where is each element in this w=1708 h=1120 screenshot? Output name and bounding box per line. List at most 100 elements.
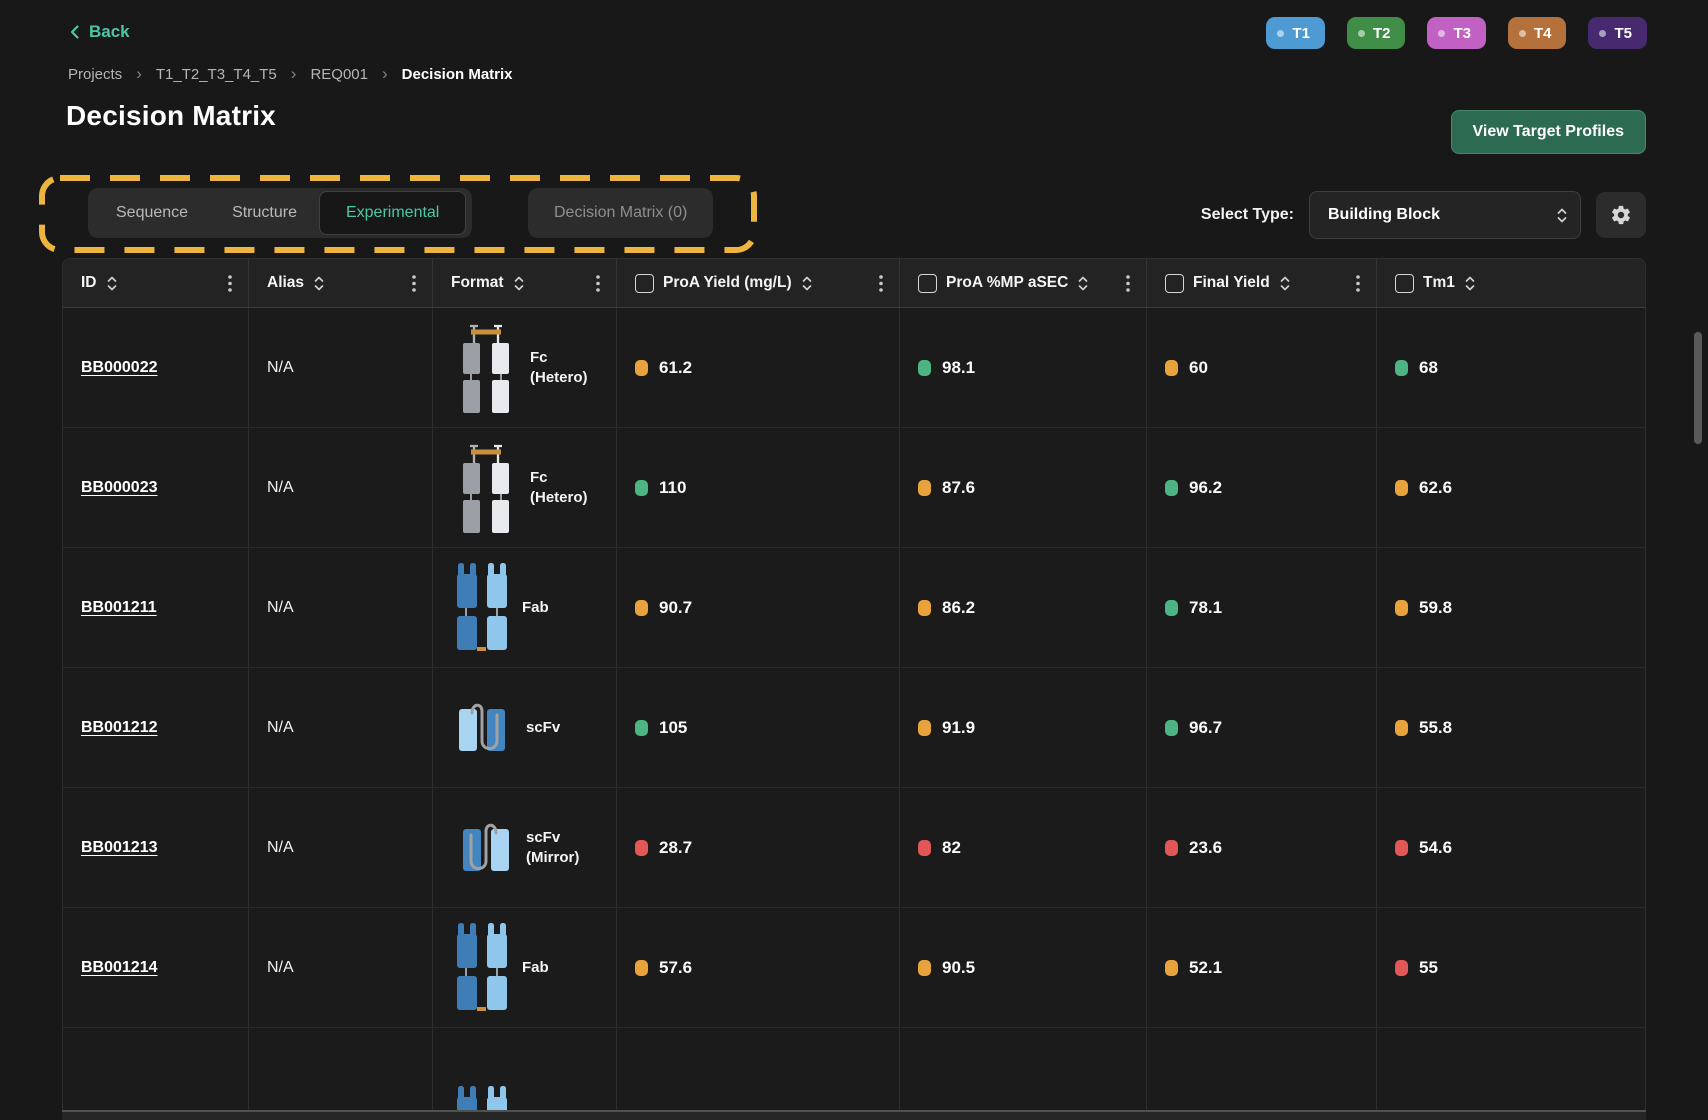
badge-label: T1: [1292, 24, 1310, 42]
chevron-up-down-icon: [1557, 208, 1567, 222]
kebab-icon: [1126, 274, 1130, 292]
breadcrumb-item-projects[interactable]: Projects: [68, 66, 123, 83]
sort-icon[interactable]: [1464, 275, 1476, 292]
metric-value: 87.6: [942, 477, 976, 497]
column-menu-button[interactable]: [875, 272, 887, 295]
sort-icon[interactable]: [801, 275, 813, 292]
vertical-scrollbar-thumb[interactable]: [1694, 332, 1702, 444]
column-menu-button[interactable]: [408, 272, 420, 295]
badge-dot: [1357, 29, 1365, 37]
tab-experimental[interactable]: Experimental: [318, 191, 467, 235]
sort-icon[interactable]: [106, 275, 118, 292]
cell-metric: 68: [1377, 308, 1645, 427]
status-dot: [635, 839, 648, 856]
kebab-icon: [1356, 274, 1360, 292]
id-link[interactable]: BB001213: [81, 838, 158, 856]
cell-format: scFv: [433, 668, 617, 787]
cell-metric: 55: [1377, 908, 1645, 1027]
column-header-proa-mp-asec[interactable]: ProA %MP aSEC: [900, 259, 1147, 307]
breadcrumb-item-t1-t2-t3-t4-t5[interactable]: T1_T2_T3_T4_T5: [155, 66, 277, 83]
target-badge-t5[interactable]: T5: [1588, 17, 1647, 49]
settings-button[interactable]: [1596, 192, 1646, 238]
column-menu-button[interactable]: [1352, 272, 1364, 295]
cell-metric: 52.1: [1147, 908, 1377, 1027]
id-link[interactable]: BB001214: [81, 958, 158, 976]
cell-format: Fab: [433, 908, 617, 1027]
column-header-proa-yield-mg-l[interactable]: ProA Yield (mg/L): [617, 259, 900, 307]
badge-label: T2: [1372, 24, 1391, 42]
target-badge-t2[interactable]: T2: [1346, 17, 1406, 49]
column-checkbox[interactable]: [1165, 273, 1184, 293]
id-link[interactable]: BB000023: [81, 478, 158, 496]
metric-value: 60: [1189, 357, 1208, 377]
column-label: Format: [451, 274, 504, 291]
breadcrumb-item-decision-matrix: Decision Matrix: [401, 66, 513, 83]
table-row: BB000022 N/A Fc (Hetero) 61.2 98.1 60 68: [63, 308, 1645, 428]
data-table: ID Alias Format ProA Yield (mg/L) ProA %MP a…: [62, 258, 1646, 1120]
breadcrumb-item-req001[interactable]: REQ001: [310, 66, 368, 83]
back-link[interactable]: Back: [68, 22, 130, 42]
target-badge-t3[interactable]: T3: [1427, 17, 1486, 49]
format-scfv-mirror-icon: [463, 823, 509, 871]
sort-icon[interactable]: [1077, 275, 1089, 292]
cell-id: BB001213: [63, 788, 249, 907]
cell-id: BB000023: [63, 428, 249, 547]
column-header-alias[interactable]: Alias: [249, 259, 433, 307]
metric-value: 105: [659, 717, 688, 737]
cell-metric: 105: [617, 668, 900, 787]
status-dot: [635, 959, 648, 976]
metric-value: 82: [942, 837, 961, 857]
cell-metric: 90.7: [617, 548, 900, 667]
column-checkbox[interactable]: [1395, 273, 1414, 293]
badge-dot: [1518, 29, 1526, 37]
tab-sequence[interactable]: Sequence: [116, 204, 189, 221]
badge-label: T5: [1614, 24, 1632, 42]
select-type-dropdown[interactable]: Building Block: [1309, 191, 1581, 239]
id-link[interactable]: BB001212: [81, 718, 158, 736]
format-label: Fab: [522, 958, 549, 976]
status-dot: [918, 719, 931, 736]
metric-value: 54.6: [1419, 837, 1453, 857]
metric-value: 57.6: [659, 957, 693, 977]
column-header-final-yield[interactable]: Final Yield: [1147, 259, 1377, 307]
horizontal-scrollbar[interactable]: [62, 1110, 1646, 1120]
column-checkbox[interactable]: [635, 273, 654, 293]
target-badge-t4[interactable]: T4: [1507, 17, 1567, 49]
format-fab-icon: [457, 562, 507, 651]
column-menu-button[interactable]: [224, 272, 236, 295]
alias-value: N/A: [267, 838, 294, 856]
column-header-format[interactable]: Format: [433, 259, 617, 307]
status-dot: [1165, 359, 1178, 376]
table-row: BB001213 N/A scFv (Mirror) 28.7 82 23.6 54.6: [63, 788, 1645, 908]
column-header-tm1[interactable]: Tm1: [1377, 259, 1645, 307]
column-checkbox[interactable]: [918, 273, 937, 293]
column-menu-button[interactable]: [1122, 272, 1134, 295]
sort-icon[interactable]: [1279, 275, 1291, 292]
cell-metric: 98.1: [900, 308, 1147, 427]
tab-structure[interactable]: Structure: [232, 204, 297, 221]
sort-icon[interactable]: [513, 275, 525, 292]
kebab-icon: [596, 274, 600, 292]
id-link[interactable]: BB001211: [81, 598, 157, 616]
view-target-profiles-button[interactable]: View Target Profiles: [1450, 110, 1646, 154]
cell-alias: N/A: [249, 428, 433, 547]
chevron-right-icon: ›: [136, 64, 142, 83]
alias-value: N/A: [267, 358, 294, 376]
format-label: Fc (Hetero): [530, 349, 588, 386]
status-dot: [1165, 839, 1178, 856]
sort-icon[interactable]: [313, 275, 325, 292]
column-header-id[interactable]: ID: [63, 259, 249, 307]
table-row: BB001211 N/A Fab 90.7 86.2 78.1 59.8: [63, 548, 1645, 668]
column-menu-button[interactable]: [592, 272, 604, 295]
cell-id: [63, 1028, 249, 1120]
badge-label: T4: [1533, 24, 1552, 42]
format-scfv-icon: [459, 703, 505, 751]
back-label: Back: [89, 22, 130, 41]
target-badge-t1[interactable]: T1: [1266, 17, 1325, 49]
cell-format: Fab: [433, 548, 617, 667]
cell-metric: 61.2: [617, 308, 900, 427]
tab-decision-matrix[interactable]: Decision Matrix (0): [528, 188, 714, 238]
format-label: Fc (Hetero): [530, 469, 588, 506]
id-link[interactable]: BB000022: [81, 358, 158, 376]
